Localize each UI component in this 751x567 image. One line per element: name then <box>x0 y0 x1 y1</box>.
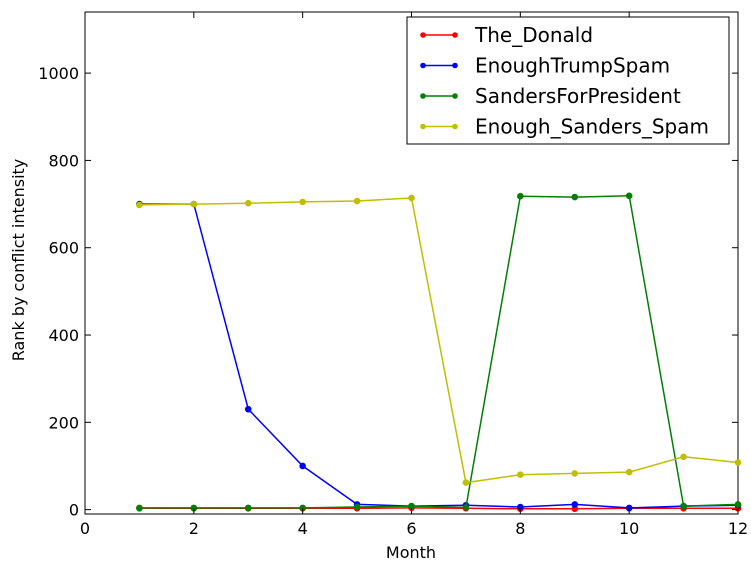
legend-marker <box>452 32 458 38</box>
x-axis-label: Month <box>386 543 436 562</box>
data-point <box>353 197 361 205</box>
legend-marker <box>452 93 458 99</box>
series-3 <box>136 194 742 486</box>
legend-label: SandersForPresident <box>475 84 681 108</box>
series-line <box>139 203 739 509</box>
data-point <box>408 194 415 202</box>
y-tick-label: 400 <box>48 326 79 345</box>
data-point <box>136 201 143 209</box>
data-point <box>625 192 633 200</box>
legend-marker <box>420 32 426 38</box>
legend-label: EnoughTrumpSpam <box>475 54 670 78</box>
series-2 <box>136 192 742 512</box>
legend-marker <box>452 62 458 69</box>
y-tick-label: 200 <box>48 413 79 432</box>
data-point <box>517 471 524 479</box>
legend-marker <box>420 62 426 69</box>
legend-entry: SandersForPresident <box>420 84 681 108</box>
x-tick-label: 4 <box>298 519 308 538</box>
data-point <box>244 504 252 512</box>
data-point <box>190 200 198 208</box>
y-tick-label: 0 <box>69 501 79 520</box>
data-point <box>680 502 687 510</box>
x-tick-label: 12 <box>728 519 748 538</box>
legend-marker <box>452 123 458 130</box>
legend-entry: Enough_Sanders_Spam <box>420 115 709 139</box>
data-point <box>462 504 470 511</box>
y-tick-label: 1000 <box>38 64 79 83</box>
axis-ticks: 0 2 4 6 8 10 12 0 200 400 600 800 1000 <box>38 12 748 538</box>
y-tick-label: 800 <box>48 151 79 170</box>
data-point <box>299 462 306 470</box>
data-point <box>625 468 633 476</box>
x-tick-label: 6 <box>406 519 416 538</box>
x-tick-label: 10 <box>619 519 639 538</box>
data-point <box>244 405 252 413</box>
data-point <box>299 198 306 206</box>
data-point <box>462 479 470 486</box>
data-point <box>734 459 742 466</box>
data-point <box>680 453 687 461</box>
x-tick-label: 0 <box>80 519 90 538</box>
legend-marker <box>420 123 426 130</box>
data-point <box>571 501 579 508</box>
x-tick-label: 2 <box>189 519 199 538</box>
data-point <box>244 199 252 207</box>
legend-box <box>406 16 730 145</box>
x-tick-label: 8 <box>515 519 525 538</box>
series-line <box>139 197 739 484</box>
data-point <box>734 501 742 508</box>
y-tick-label: 600 <box>48 239 79 258</box>
legend-label: Enough_Sanders_Spam <box>475 115 709 139</box>
legend-marker <box>420 93 426 99</box>
data-point <box>571 193 579 201</box>
legend-entry: EnoughTrumpSpam <box>420 54 670 78</box>
data-point <box>136 504 143 512</box>
data-point <box>517 192 524 200</box>
y-axis-label: Rank by conflict intensity <box>9 159 28 362</box>
series-line <box>139 195 739 509</box>
legend-label: The_Donald <box>474 23 593 47</box>
data-point <box>571 470 579 477</box>
legend: The_Donald EnoughTrumpSpam SandersForPresi… <box>406 16 730 145</box>
data-point <box>353 503 361 511</box>
legend-entry: The_Donald <box>420 23 593 47</box>
